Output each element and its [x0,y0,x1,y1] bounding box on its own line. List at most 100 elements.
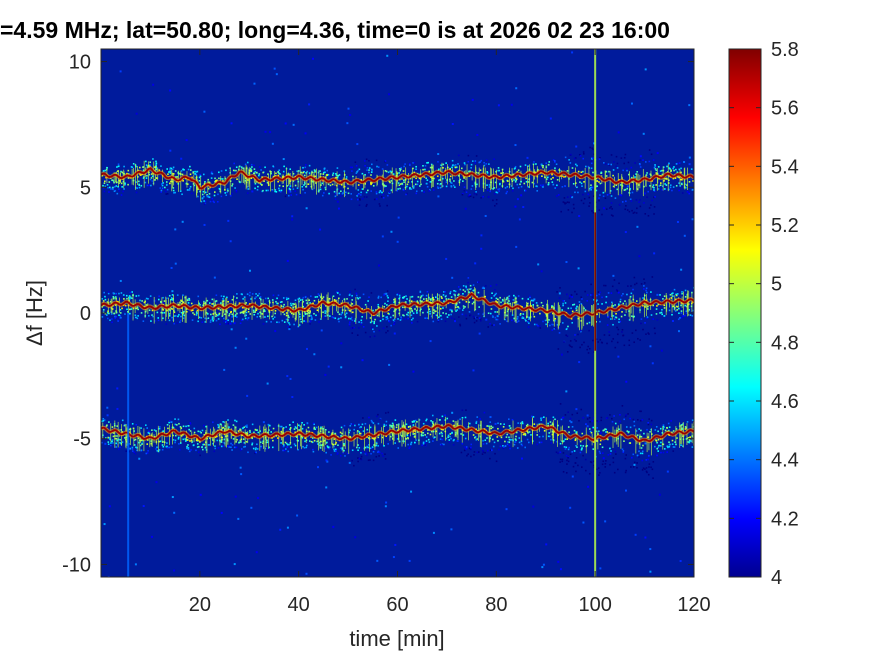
noise-speckle [604,520,607,523]
trace-pixel [573,207,575,210]
noise-speckle [569,295,572,298]
trace-pixel [565,454,568,457]
trace-pixel [264,316,267,318]
trace-pixel [106,312,109,314]
noise-speckle [691,218,694,221]
trace-pixel [547,435,550,438]
trace-pixel [344,455,346,457]
trace-pixel [102,309,105,311]
trace-pixel [629,442,632,444]
trace-pixel [622,451,625,454]
trace-pixel [146,427,149,429]
trace-pixel [598,450,601,453]
trace-pixel [350,423,353,425]
trace-pixel [465,191,468,193]
trace-pixel [412,433,415,435]
trace-pixel [687,441,689,443]
trace-pixel [425,440,428,442]
trace-pixel [490,181,492,184]
noise-speckle [138,457,141,460]
noise-speckle [649,570,652,573]
trace-pixel [631,181,634,183]
trace-pixel [617,468,619,471]
trace-pixel [415,168,417,171]
trace-pixel [253,168,256,170]
trace-pixel [178,422,180,425]
trace-pixel [586,418,589,420]
trace-pixel [547,182,550,184]
trace-pixel [631,332,634,334]
trace-pixel [120,292,123,294]
trace-pixel [172,173,175,175]
trace-pixel [672,177,675,180]
trace-pixel [144,181,147,184]
noise-speckle [451,276,454,279]
trace-pixel [572,203,575,206]
trace-pixel [516,447,519,449]
trace-pixel [315,182,317,184]
trace-pixel [642,467,645,469]
trace-pixel [191,319,194,321]
trace-pixel [504,440,506,443]
trace-pixel [285,296,288,299]
trace-pixel [300,171,303,174]
trace-pixel [557,424,559,427]
trace-pixel [366,454,368,456]
noise-speckle [381,235,384,238]
trace-pixel [467,277,470,279]
trace-pixel [588,205,590,207]
trace-pixel [166,188,169,191]
trace-pixel [241,318,244,321]
trace-pixel [110,313,113,315]
trace-pixel [619,184,622,186]
trace-pixel [319,188,322,191]
noise-speckle [624,231,627,234]
trace-pixel [210,313,212,316]
trace-pixel [480,197,482,199]
trace-pixel [616,167,619,169]
trace-pixel [207,178,210,181]
trace-pixel [579,155,582,157]
trace-pixel [165,190,167,193]
trace-pixel [616,333,619,336]
trace-pixel [672,186,675,188]
trace-pixel [626,293,628,296]
trace-pixel [358,431,361,433]
trace-pixel [633,461,636,464]
trace-pixel [180,299,182,302]
trace-pixel [377,166,380,168]
trace-pixel [355,172,358,174]
noise-speckle [304,132,307,135]
trace-pixel [605,431,607,433]
trace-pixel [113,186,116,188]
trace-pixel [376,325,378,327]
trace-pixel [555,186,558,189]
trace-pixel [146,174,148,177]
trace-pixel [148,314,150,317]
trace-pixel [412,186,415,189]
trace-pixel [455,304,458,306]
trace-pixel [308,430,310,433]
trace-pixel [422,441,425,444]
trace-pixel [450,296,453,298]
trace-pixel [247,451,249,454]
trace-pixel [166,192,169,195]
trace-pixel [219,190,222,193]
trace-pixel [235,169,237,172]
trace-pixel [566,459,568,462]
trace-pixel [574,334,576,336]
trace-pixel [287,443,289,446]
trace-pixel [380,196,383,198]
trace-pixel [107,443,110,446]
trace-pixel [448,314,450,316]
trace-pixel [526,423,529,426]
trace-pixel [318,444,321,447]
trace-pixel [524,189,527,192]
trace-pixel [412,167,414,170]
trace-pixel [478,306,480,308]
trace-pixel [588,188,591,190]
trace-pixel [660,182,662,184]
trace-pixel [462,292,464,295]
trace-pixel [306,444,308,447]
trace-pixel [430,420,432,422]
